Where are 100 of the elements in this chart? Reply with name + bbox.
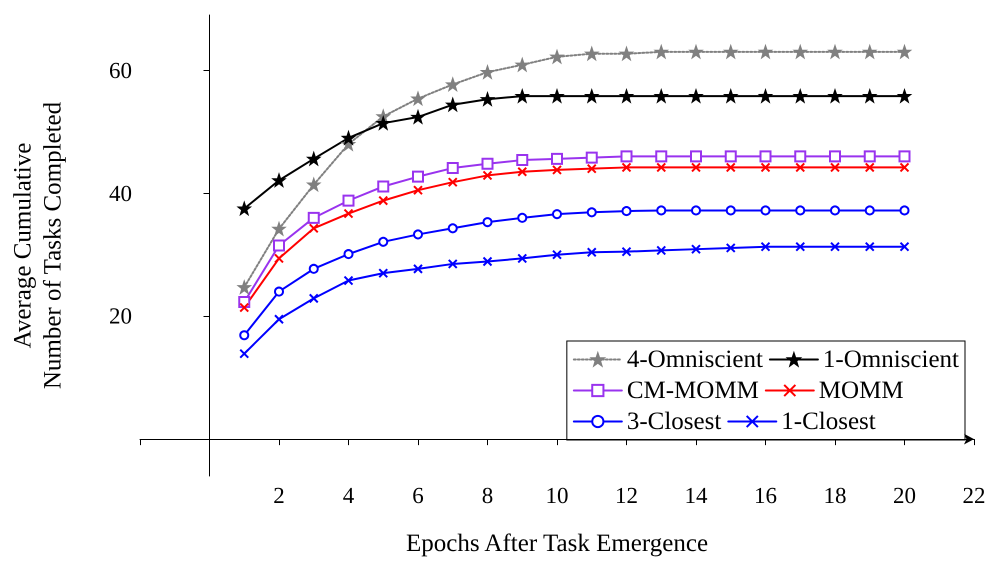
point [586, 247, 597, 258]
point [378, 196, 388, 206]
point [482, 170, 492, 180]
point [795, 205, 806, 216]
legend-label: 1-Closest [781, 408, 876, 435]
point [377, 180, 390, 192]
point [517, 166, 528, 177]
point [516, 154, 528, 166]
point [517, 253, 528, 264]
point [900, 205, 910, 216]
x-tick-label: 20 [893, 483, 916, 508]
point [552, 164, 562, 175]
point [726, 162, 736, 172]
point [691, 244, 701, 254]
y-tick-label: 20 [109, 304, 132, 329]
point [656, 162, 666, 172]
point [726, 242, 736, 253]
y-axis-title: Average Cumulative Number of Tasks Completed [10, 101, 66, 390]
point [239, 302, 250, 313]
point [622, 162, 632, 172]
point [413, 264, 423, 274]
point [551, 152, 563, 165]
point [413, 229, 423, 240]
point [274, 253, 284, 264]
point [760, 150, 772, 162]
legend-label: 4-Omniscient [626, 346, 763, 373]
point [308, 293, 319, 304]
point [691, 162, 701, 172]
point [378, 236, 388, 247]
point [900, 162, 910, 172]
x-tick-label: 8 [482, 483, 494, 508]
legend-label: MOMM [818, 377, 904, 404]
point [344, 276, 354, 286]
point [308, 264, 319, 274]
point [622, 206, 632, 216]
point [726, 205, 736, 216]
x-tick-label: 14 [684, 483, 708, 508]
point [448, 177, 458, 188]
point [448, 258, 458, 269]
point [517, 212, 528, 223]
point [724, 150, 737, 162]
point [586, 164, 597, 174]
x-tick-label: 4 [342, 483, 355, 508]
point [795, 162, 806, 172]
point [829, 150, 841, 162]
point [900, 242, 910, 252]
legend-label: CM-MOMM [626, 377, 759, 404]
x-tick-label: 18 [824, 483, 846, 508]
point [830, 242, 840, 252]
point [586, 207, 597, 218]
point [830, 162, 840, 172]
x-tick-label: 22 [962, 483, 986, 508]
point [482, 158, 494, 170]
point [446, 162, 459, 174]
point [413, 185, 423, 196]
x-axis-title: Epochs After Task Emergence [406, 530, 708, 557]
point [344, 208, 354, 219]
point [760, 205, 770, 216]
point [898, 150, 910, 162]
point [239, 348, 250, 359]
point [655, 150, 668, 162]
point [656, 205, 666, 216]
x-tick-label: 2 [273, 483, 285, 508]
point [448, 223, 458, 234]
point [656, 245, 666, 256]
x-tick-label: 10 [546, 483, 568, 508]
point [864, 162, 875, 172]
legend-label: 3-Closest [626, 408, 722, 435]
point [552, 250, 562, 260]
point [482, 217, 492, 228]
point [412, 170, 424, 183]
point [760, 162, 770, 172]
legend-label: 1-Omniscient [822, 346, 960, 373]
point [273, 240, 285, 252]
point [344, 249, 354, 260]
x-tick-label: 6 [412, 483, 424, 508]
point [378, 268, 388, 278]
point [308, 223, 319, 234]
point [830, 205, 840, 216]
point [794, 150, 806, 162]
point [795, 242, 806, 252]
point [691, 205, 701, 216]
point [622, 246, 632, 257]
point [760, 242, 770, 252]
point [864, 205, 875, 216]
point [864, 242, 875, 252]
point [620, 150, 632, 162]
y-tick-label: 40 [109, 180, 132, 206]
x-tick-label: 12 [615, 483, 638, 508]
point [552, 209, 562, 220]
point [864, 150, 876, 162]
x-tick-label: 16 [754, 483, 777, 508]
point [239, 330, 250, 340]
point [274, 314, 284, 324]
point [482, 256, 492, 266]
point [308, 212, 320, 224]
point [342, 194, 354, 207]
point [690, 150, 702, 162]
point [586, 152, 598, 164]
y-tick-label: 60 [109, 58, 132, 83]
